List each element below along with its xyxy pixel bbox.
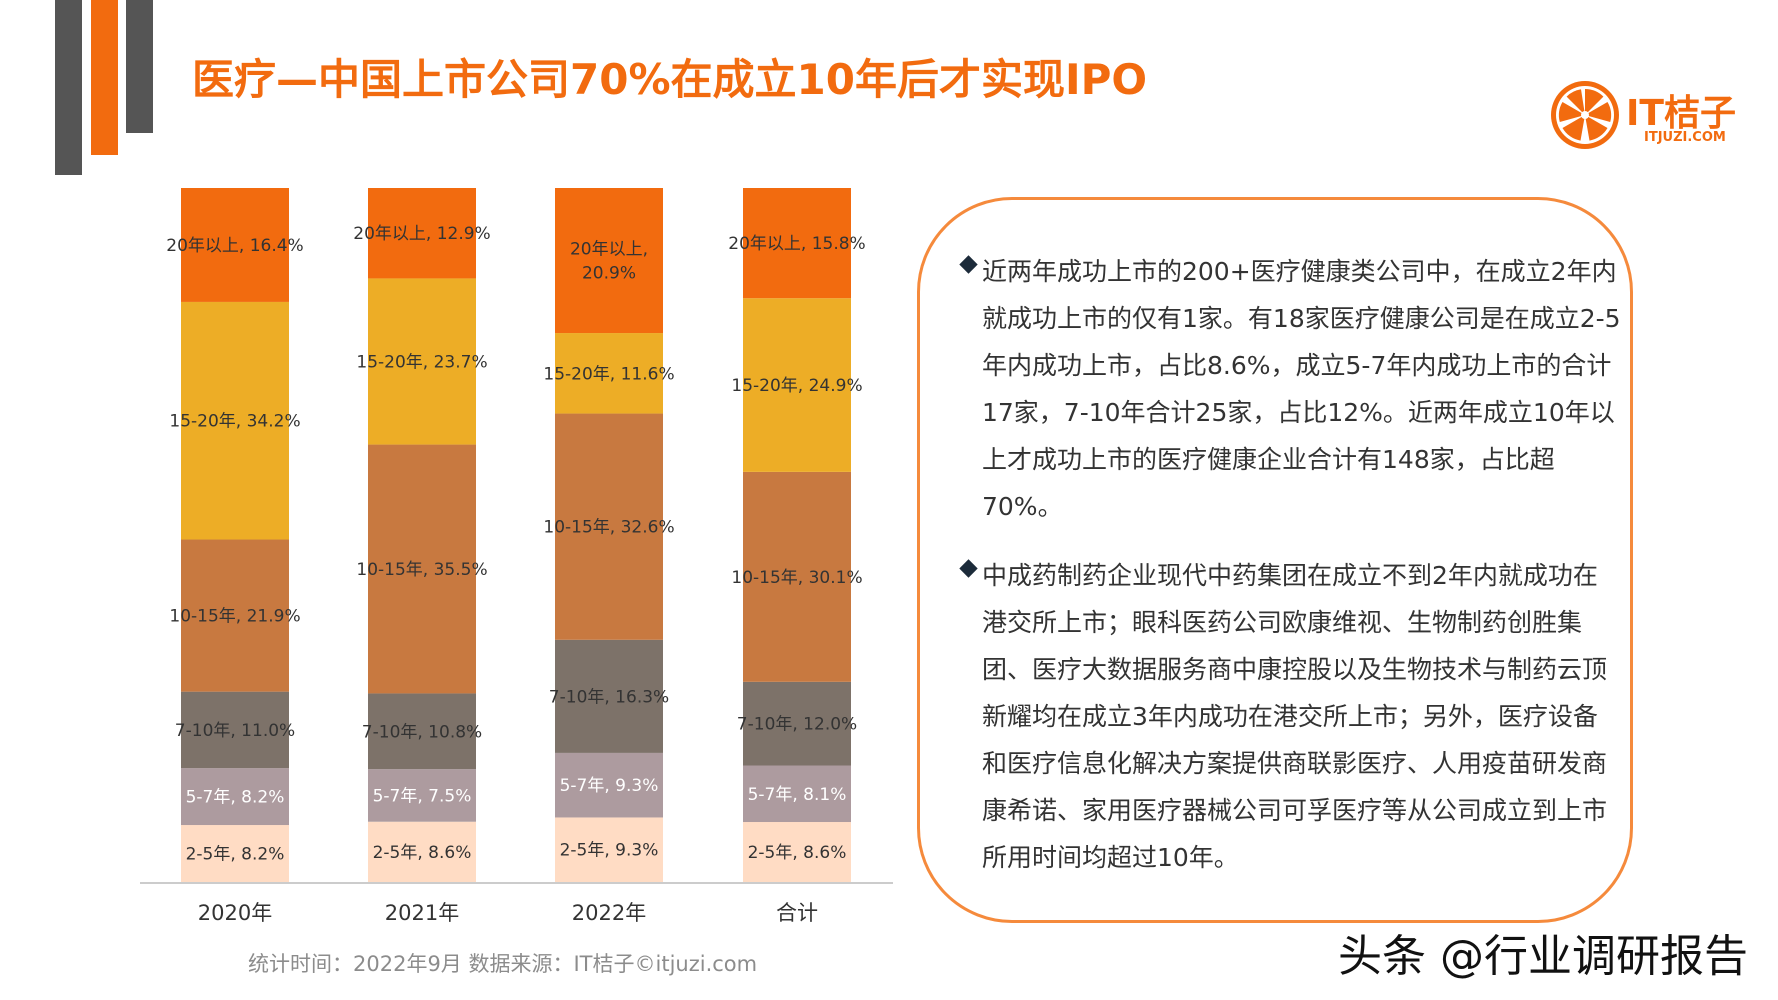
brand-logo: IT桔子 ITJUZI.COM bbox=[1548, 78, 1748, 149]
bar-segment bbox=[181, 301, 289, 540]
bar-segment bbox=[743, 471, 851, 682]
bar-segment bbox=[368, 444, 476, 694]
data-label: 2-5年, 9.3% bbox=[560, 841, 659, 861]
logo-subtext: ITJUZI.COM bbox=[1644, 130, 1726, 145]
data-label: 7-10年, 16.3% bbox=[549, 687, 669, 707]
bar-segment bbox=[368, 769, 476, 822]
bar-segment bbox=[368, 278, 476, 445]
decor-bar-orange bbox=[91, 0, 118, 155]
logo-text: IT桔子 bbox=[1626, 93, 1736, 134]
bar-segment bbox=[743, 822, 851, 882]
bar-segment bbox=[368, 693, 476, 770]
data-label: 10-15年, 32.6% bbox=[543, 518, 674, 538]
x-tick-label: 2020年 bbox=[198, 901, 272, 925]
data-label: 5-7年, 7.5% bbox=[373, 786, 472, 806]
bar-segment bbox=[181, 539, 289, 692]
bar-segment bbox=[743, 765, 851, 823]
bullet-text-1: 近两年成功上市的200+医疗健康类公司中，在成立2年内就成功上市的仅有1家。有1… bbox=[982, 257, 1621, 521]
bar-segment bbox=[555, 817, 663, 882]
bar-segment bbox=[181, 768, 289, 826]
data-label: 10-15年, 35.5% bbox=[356, 560, 487, 580]
bar-segment bbox=[181, 825, 289, 882]
data-label: 2-5年, 8.2% bbox=[186, 845, 285, 865]
bullet-text-2: 中成药制药企业现代中药集团在成立不到2年内就成功在港交所上市；眼科医药公司欧康维… bbox=[982, 561, 1608, 872]
data-label: 20年以上, 16.4% bbox=[166, 236, 303, 256]
data-label: 15-20年, 11.6% bbox=[543, 364, 674, 384]
data-label: 15-20年, 34.2% bbox=[169, 412, 300, 432]
diamond-bullet-icon bbox=[959, 559, 978, 578]
decor-bar-gray-left bbox=[55, 0, 82, 175]
x-tick-label: 2022年 bbox=[572, 901, 646, 925]
data-label: 7-10年, 10.8% bbox=[362, 722, 482, 742]
bar-segment bbox=[555, 188, 663, 334]
data-label: 5-7年, 9.3% bbox=[560, 776, 659, 796]
summary-panel: 近两年成功上市的200+医疗健康类公司中，在成立2年内就成功上市的仅有1家。有1… bbox=[917, 197, 1633, 923]
bar-segment bbox=[743, 298, 851, 472]
data-label: 2-5年, 8.6% bbox=[373, 843, 472, 863]
data-label: 7-10年, 11.0% bbox=[175, 721, 295, 741]
data-label: 2-5年, 8.6% bbox=[748, 843, 847, 863]
x-tick-label: 2021年 bbox=[385, 901, 459, 925]
bar-segment bbox=[181, 188, 289, 302]
bar-segment bbox=[555, 752, 663, 818]
x-tick-label: 合计 bbox=[776, 901, 818, 925]
page-title: 医疗—中国上市公司70%在成立10年后才实现IPO bbox=[192, 55, 1148, 104]
bar-segment bbox=[743, 188, 851, 299]
data-label: 20年以上, bbox=[570, 240, 648, 260]
bar-segment bbox=[555, 413, 663, 640]
diamond-bullet-icon bbox=[959, 255, 978, 274]
bullet-item-2: 中成药制药企业现代中药集团在成立不到2年内就成功在港交所上市；眼科医药公司欧康维… bbox=[959, 552, 1622, 881]
bar-segment bbox=[555, 639, 663, 753]
bar-segment bbox=[181, 691, 289, 769]
data-label: 20年以上, 15.8% bbox=[728, 234, 865, 254]
bar-segment bbox=[368, 821, 476, 882]
source-note: 统计时间：2022年9月 数据来源：IT桔子©itjuzi.com bbox=[248, 952, 758, 976]
data-label: 15-20年, 23.7% bbox=[356, 353, 487, 373]
data-label: 10-15年, 21.9% bbox=[169, 607, 300, 627]
bar-segment bbox=[555, 333, 663, 414]
data-label: 10-15年, 30.1% bbox=[731, 568, 862, 588]
data-label: 7-10年, 12.0% bbox=[737, 715, 857, 735]
data-label: 20.9% bbox=[582, 264, 636, 284]
bar-segment bbox=[368, 188, 476, 279]
data-label: 20年以上, 12.9% bbox=[353, 224, 490, 244]
data-label: 5-7年, 8.2% bbox=[186, 788, 285, 808]
data-label: 5-7年, 8.1% bbox=[748, 785, 847, 805]
bar-segment bbox=[743, 681, 851, 766]
orange-slice-icon bbox=[1551, 81, 1619, 149]
data-label: 15-20年, 24.9% bbox=[731, 376, 862, 396]
bullet-item-1: 近两年成功上市的200+医疗健康类公司中，在成立2年内就成功上市的仅有1家。有1… bbox=[959, 248, 1622, 530]
stacked-bar-chart: 2-5年, 8.2% 5-7年, 8.2% 7-10年, 11.0% 10-15年, … bbox=[140, 188, 893, 925]
decor-bar-gray-right bbox=[126, 0, 153, 133]
watermark: 头条 @行业调研报告 bbox=[1338, 931, 1748, 982]
